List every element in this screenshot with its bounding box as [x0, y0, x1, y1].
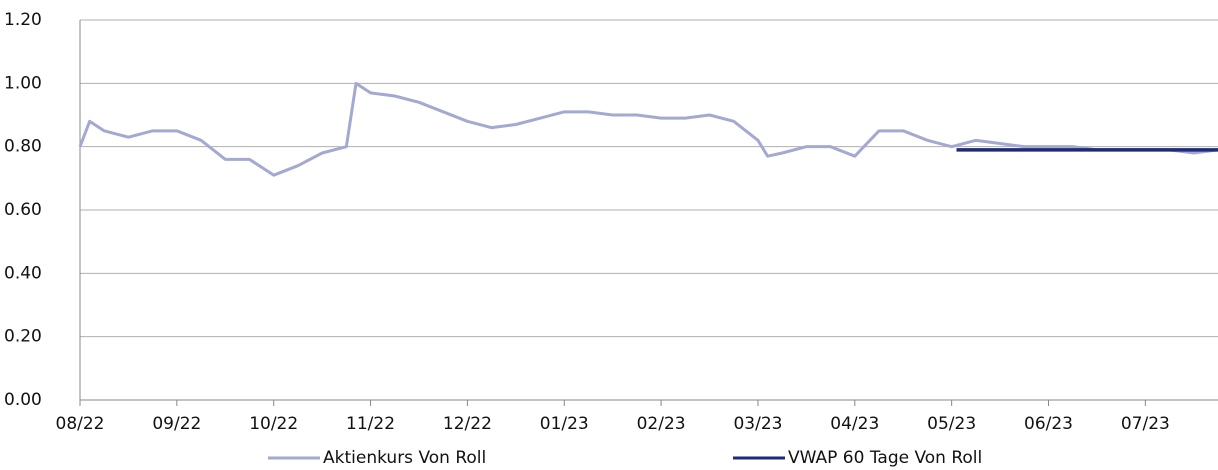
x-tick-label: 09/22 [152, 414, 201, 434]
x-tick-label: 08/22 [56, 414, 105, 434]
x-tick-label: 04/23 [830, 414, 879, 434]
x-tick-label: 01/23 [540, 414, 589, 434]
x-tick-label: 07/23 [1121, 414, 1170, 434]
legend-label: Aktienkurs Von Roll [323, 448, 486, 468]
x-tick-label: 03/23 [733, 414, 782, 434]
y-tick-label: 0.80 [4, 137, 42, 157]
series-line [78, 81, 1218, 177]
y-tick-label: 1.20 [4, 10, 42, 30]
x-tick-label: 11/22 [346, 414, 395, 434]
y-tick-label: 1.00 [4, 73, 42, 93]
x-tick-label: 06/23 [1024, 414, 1073, 434]
x-tick-label: 05/23 [927, 414, 976, 434]
x-tick-label: 02/23 [637, 414, 686, 434]
y-tick-label: 0.40 [4, 263, 42, 283]
y-tick-label: 0.60 [4, 200, 42, 220]
y-tick-label: 0.00 [4, 390, 42, 410]
legend-label: VWAP 60 Tage Von Roll [788, 448, 982, 468]
y-tick-label: 0.20 [4, 327, 42, 347]
x-tick-label: 10/22 [249, 414, 298, 434]
x-tick-label: 12/22 [443, 414, 492, 434]
